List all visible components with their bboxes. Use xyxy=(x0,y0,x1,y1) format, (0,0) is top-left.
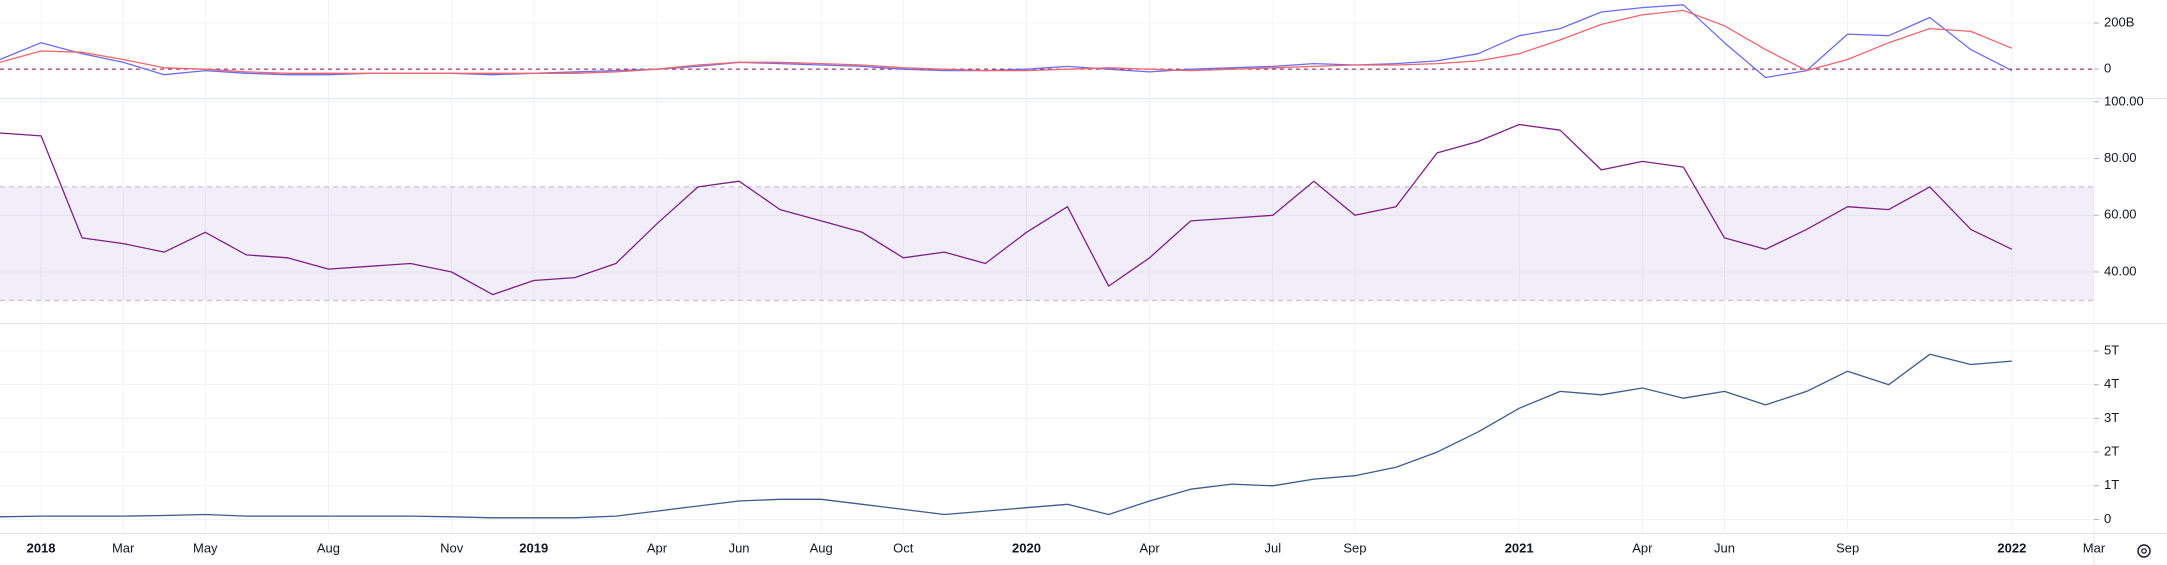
x-tick-label: Jun xyxy=(1714,540,1735,555)
x-tick-label: 2018 xyxy=(27,540,56,555)
x-tick-label: Aug xyxy=(810,540,833,555)
x-tick-label: Apr xyxy=(647,540,668,555)
y-tick-label: 2T xyxy=(2104,444,2119,459)
x-tick-label: Nov xyxy=(440,540,464,555)
y-tick-label: 3T xyxy=(2104,410,2119,425)
x-tick-label: Mar xyxy=(112,540,135,555)
y-tick-label: 0 xyxy=(2104,511,2111,526)
x-tick-label: May xyxy=(193,540,218,555)
y-tick-label: 0 xyxy=(2104,61,2111,76)
series-line xyxy=(0,9,2013,74)
y-tick-label: 1T xyxy=(2104,477,2119,492)
y-tick-label: 100.00 xyxy=(2104,93,2144,108)
x-tick-label: Sep xyxy=(1343,540,1366,555)
x-tick-label: Sep xyxy=(1836,540,1859,555)
x-tick-label: 2021 xyxy=(1505,540,1534,555)
series-line xyxy=(0,353,2012,519)
x-tick-label: Mar xyxy=(2083,540,2106,555)
y-tick-label: 80.00 xyxy=(2104,150,2137,165)
series-line xyxy=(0,123,2013,296)
series-line xyxy=(0,4,2013,79)
x-tick-label: 2020 xyxy=(1012,540,1041,555)
settings-icon[interactable] xyxy=(2137,544,2151,558)
x-tick-label: 2022 xyxy=(1997,540,2026,555)
x-tick-label: Jun xyxy=(729,540,750,555)
x-tick-label: Apr xyxy=(1632,540,1653,555)
y-tick-label: 40.00 xyxy=(2104,263,2137,278)
plot xyxy=(0,4,2013,519)
x-tick-label: 2019 xyxy=(519,540,548,555)
y-tick-label: 5T xyxy=(2104,342,2119,357)
y-tick-label: 60.00 xyxy=(2104,207,2137,222)
y-tick-label: 200B xyxy=(2104,14,2134,29)
x-tick-label: Oct xyxy=(893,540,914,555)
x-tick-label: Apr xyxy=(1140,540,1161,555)
rsi-band xyxy=(0,186,2094,301)
x-tick-label: Aug xyxy=(317,540,340,555)
x-tick-label: Jul xyxy=(1265,540,1282,555)
y-tick-label: 4T xyxy=(2104,376,2119,391)
